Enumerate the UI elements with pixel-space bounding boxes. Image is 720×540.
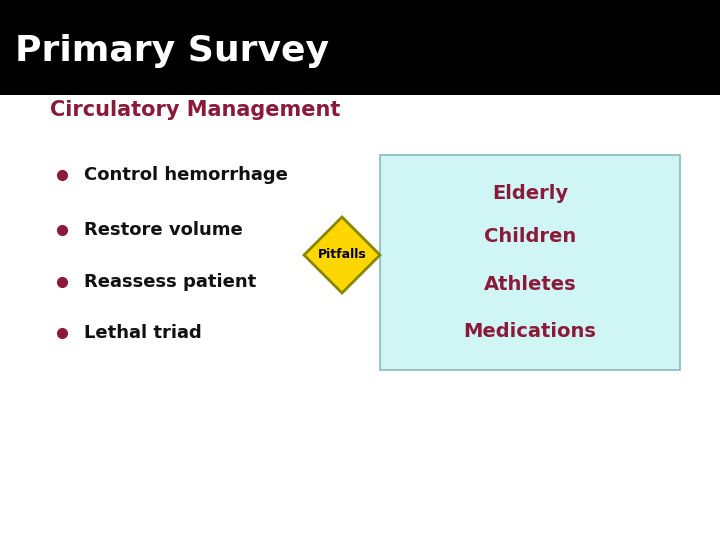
Text: Athletes: Athletes <box>484 274 576 294</box>
Polygon shape <box>304 217 380 293</box>
Text: Children: Children <box>484 227 576 246</box>
Text: Primary Survey: Primary Survey <box>15 34 329 68</box>
FancyBboxPatch shape <box>0 0 720 94</box>
Text: Medications: Medications <box>464 322 596 341</box>
FancyBboxPatch shape <box>380 155 680 370</box>
Text: Control hemorrhage: Control hemorrhage <box>84 166 288 184</box>
Text: Elderly: Elderly <box>492 184 568 203</box>
Text: Circulatory Management: Circulatory Management <box>50 100 341 120</box>
Text: Reassess patient: Reassess patient <box>84 273 256 291</box>
Text: Pitfalls: Pitfalls <box>318 248 366 261</box>
Text: Lethal triad: Lethal triad <box>84 324 202 342</box>
Text: Restore volume: Restore volume <box>84 221 243 239</box>
